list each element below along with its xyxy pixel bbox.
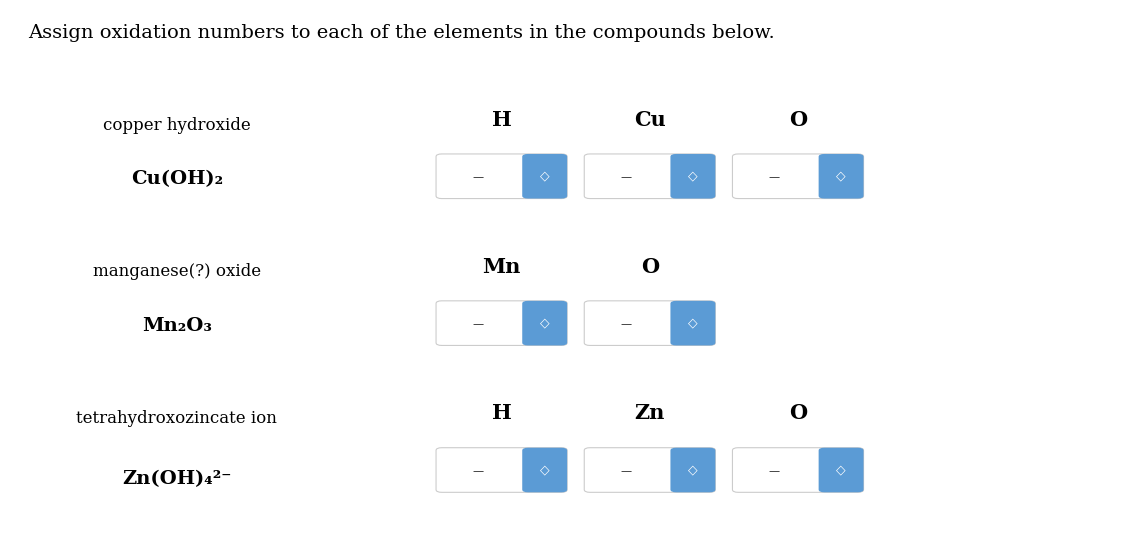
FancyBboxPatch shape <box>732 154 864 199</box>
FancyBboxPatch shape <box>670 448 716 492</box>
Text: ◇: ◇ <box>540 317 549 330</box>
FancyBboxPatch shape <box>819 154 864 199</box>
Text: tetrahydroxozincate ion: tetrahydroxozincate ion <box>76 410 277 428</box>
FancyBboxPatch shape <box>435 154 568 199</box>
Text: copper hydroxide: copper hydroxide <box>103 116 251 134</box>
Text: ◇: ◇ <box>837 463 846 477</box>
FancyBboxPatch shape <box>522 448 568 492</box>
FancyBboxPatch shape <box>435 448 568 492</box>
Text: ◇: ◇ <box>540 463 549 477</box>
FancyBboxPatch shape <box>522 154 568 199</box>
Text: —: — <box>472 172 483 182</box>
Text: ◇: ◇ <box>689 170 698 183</box>
Text: manganese(?) oxide: manganese(?) oxide <box>92 263 261 281</box>
FancyBboxPatch shape <box>732 448 864 492</box>
FancyBboxPatch shape <box>584 301 716 345</box>
FancyBboxPatch shape <box>435 301 568 345</box>
Text: Zn: Zn <box>635 404 665 423</box>
Text: —: — <box>768 172 780 182</box>
Text: O: O <box>789 110 807 129</box>
Text: O: O <box>641 257 659 276</box>
Text: Assign oxidation numbers to each of the elements in the compounds below.: Assign oxidation numbers to each of the … <box>28 24 775 42</box>
Text: —: — <box>620 466 632 476</box>
Text: Mn₂O₃: Mn₂O₃ <box>141 317 212 336</box>
Text: —: — <box>620 319 632 329</box>
Text: Cu: Cu <box>634 110 666 129</box>
Text: Mn: Mn <box>482 257 521 276</box>
Text: O: O <box>789 404 807 423</box>
FancyBboxPatch shape <box>670 301 716 345</box>
Text: Cu(OH)₂: Cu(OH)₂ <box>131 170 222 189</box>
Text: —: — <box>472 466 483 476</box>
FancyBboxPatch shape <box>819 448 864 492</box>
Text: H: H <box>491 110 512 129</box>
FancyBboxPatch shape <box>522 301 568 345</box>
Text: H: H <box>491 404 512 423</box>
Text: —: — <box>768 466 780 476</box>
Text: —: — <box>620 172 632 182</box>
Text: ◇: ◇ <box>837 170 846 183</box>
FancyBboxPatch shape <box>584 154 716 199</box>
Text: ◇: ◇ <box>689 317 698 330</box>
FancyBboxPatch shape <box>670 154 716 199</box>
Text: Zn(OH)₄²⁻: Zn(OH)₄²⁻ <box>122 469 231 488</box>
FancyBboxPatch shape <box>584 448 716 492</box>
Text: ◇: ◇ <box>540 170 549 183</box>
Text: ◇: ◇ <box>689 463 698 477</box>
Text: —: — <box>472 319 483 329</box>
